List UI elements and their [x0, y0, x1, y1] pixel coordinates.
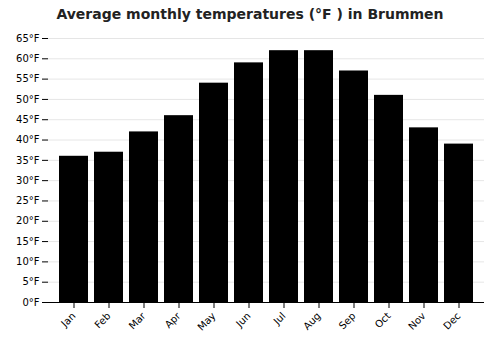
- svg-text:Mar: Mar: [127, 310, 149, 332]
- svg-text:65°F: 65°F: [16, 33, 40, 44]
- svg-text:45°F: 45°F: [16, 114, 40, 125]
- html-text:Average monthly temperatures (: Average monthly temperatures (°F ) in Br…: [56, 6, 444, 22]
- svg-text:Nov: Nov: [406, 310, 428, 332]
- svg-text:Oct: Oct: [373, 310, 393, 330]
- svg-text:50°F: 50°F: [16, 94, 40, 105]
- svg-text:May: May: [195, 310, 217, 332]
- svg-text:Jul: Jul: [271, 310, 288, 327]
- svg-text:10°F: 10°F: [16, 256, 40, 267]
- svg-text:20°F: 20°F: [16, 215, 40, 226]
- svg-text:Apr: Apr: [163, 310, 184, 331]
- svg-text:15°F: 15°F: [16, 236, 40, 247]
- svg-text:5°F: 5°F: [22, 276, 39, 287]
- svg-text:40°F: 40°F: [16, 134, 40, 145]
- svg-text:25°F: 25°F: [16, 195, 40, 206]
- svg-text:Jun: Jun: [233, 310, 253, 330]
- svg-text:35°F: 35°F: [16, 155, 40, 166]
- svg-text:30°F: 30°F: [16, 175, 40, 186]
- svg-text:Aug: Aug: [301, 310, 323, 332]
- svg-text:60°F: 60°F: [16, 53, 40, 64]
- svg-text:Dec: Dec: [441, 310, 462, 331]
- svg-text:Sep: Sep: [337, 310, 358, 331]
- svg-text:55°F: 55°F: [16, 73, 40, 84]
- svg-text:Feb: Feb: [92, 310, 112, 330]
- svg-text:Jan: Jan: [58, 310, 77, 329]
- svg-text:0°F: 0°F: [22, 297, 39, 308]
